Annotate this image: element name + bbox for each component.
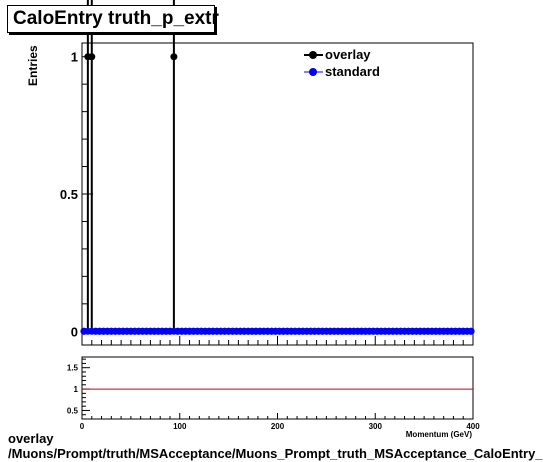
main-plot-frame <box>81 42 474 346</box>
ratio-plot-frame <box>81 356 474 420</box>
main-y-tick-labels: 00.51 <box>60 50 78 340</box>
title-box: CaloEntry truth_p_extr <box>7 5 219 33</box>
ratio-axis-ticks <box>81 358 474 419</box>
overlay-series <box>80 0 475 335</box>
ratio-x-tick-label: 200 <box>271 422 285 431</box>
chart-title: CaloEntry truth_p_extr <box>13 8 219 29</box>
ratio-x-tick-label: 400 <box>466 422 480 431</box>
legend-standard-label: standard <box>325 64 380 79</box>
y-tick-label: 0.5 <box>60 187 78 202</box>
standard-point <box>467 327 475 335</box>
y-tick-label: 1 <box>71 50 78 65</box>
ratio-plot-border <box>81 356 474 420</box>
ratio-y-tick-label: 1 <box>74 385 79 394</box>
y-tick-label: 0 <box>71 324 78 339</box>
ratio-x-tick-label: 0 <box>80 422 85 431</box>
ratio-x-tick-label: 300 <box>369 422 383 431</box>
overlay-point <box>170 53 178 61</box>
footer-path: /Muons/Prompt/truth/MSAcceptance/Muons_P… <box>8 446 543 461</box>
legend-overlay-marker <box>309 51 317 59</box>
ratio-x-tick-labels: 0 100 200 300 400 <box>80 422 480 431</box>
legend-standard-marker <box>309 68 317 76</box>
main-axis-ticks <box>81 56 474 345</box>
footer-label: overlay <box>8 431 54 446</box>
x-axis-label: Momentum (GeV) <box>406 430 473 439</box>
legend: overlay standard <box>304 47 380 79</box>
ratio-y-tick-label: 0.5 <box>67 406 79 415</box>
ratio-x-tick-label: 100 <box>173 422 187 431</box>
main-plot-border <box>81 42 474 346</box>
y-axis-label: Entries <box>26 45 40 86</box>
ratio-y-tick-labels: 0.5 1 1.5 <box>67 364 79 416</box>
standard-series <box>80 327 475 335</box>
legend-overlay-label: overlay <box>325 47 371 62</box>
overlay-point <box>88 53 96 61</box>
ratio-y-tick-label: 1.5 <box>67 364 79 373</box>
